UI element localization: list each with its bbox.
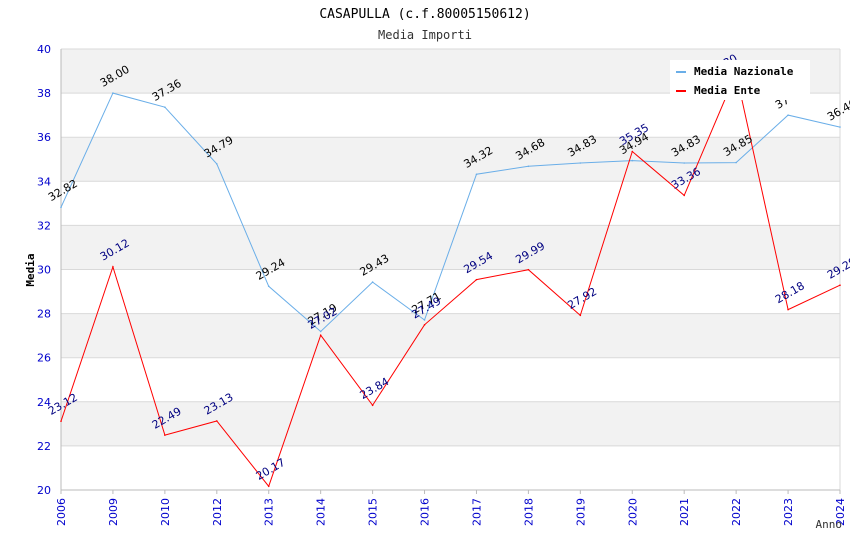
data-point	[839, 126, 841, 128]
x-tick-label: 2014	[315, 498, 328, 526]
data-point	[319, 330, 322, 333]
x-tick-label: 2009	[107, 498, 120, 526]
y-tick-label: 28	[37, 308, 51, 321]
series-layer	[60, 71, 841, 488]
data-point	[787, 114, 789, 116]
legend-label: Media Ente	[694, 84, 761, 97]
x-tick-label: 2006	[55, 498, 68, 526]
data-point	[787, 308, 789, 311]
data-point	[112, 92, 114, 94]
data-point	[579, 314, 582, 317]
y-tick-label: 20	[37, 484, 51, 497]
series-line	[60, 71, 841, 488]
y-tick-label: 36	[37, 131, 51, 144]
x-tick-label: 2023	[782, 498, 795, 526]
data-point	[839, 284, 841, 286]
x-axis: 2006 2009 2010 2012 2013 2014 2015 2016 2017 2018…	[55, 489, 847, 526]
data-point	[527, 165, 530, 168]
y-tick-label: 38	[37, 87, 51, 100]
plot-band	[61, 137, 840, 182]
data-point	[579, 162, 582, 164]
x-tick-label: 2018	[522, 498, 535, 526]
plot-band	[61, 313, 840, 358]
x-tick-label: 2021	[678, 498, 691, 526]
y-tick-label: 26	[37, 352, 51, 365]
plot-band	[61, 269, 840, 314]
data-point	[60, 206, 62, 209]
legend-box	[670, 60, 810, 100]
data-point	[164, 106, 166, 109]
data-point	[60, 420, 62, 423]
y-tick-label: 34	[37, 175, 51, 188]
plot-band	[61, 181, 840, 226]
y-tick-label: 30	[37, 264, 51, 277]
data-point	[423, 319, 426, 321]
x-tick-label: 2024	[834, 498, 847, 526]
chart-title: CASAPULLA (c.f.80005150612)	[319, 7, 530, 22]
x-tick-label: 2016	[419, 498, 432, 526]
x-tick-label: 2019	[574, 498, 587, 526]
data-point	[371, 281, 374, 283]
data-point	[267, 485, 270, 488]
data-point	[527, 268, 530, 271]
data-point	[164, 434, 166, 436]
y-tick-label: 24	[37, 396, 51, 409]
data-point	[683, 194, 685, 197]
data-point	[475, 173, 478, 176]
x-tick-label: 2013	[263, 498, 276, 526]
plot-band	[61, 93, 840, 138]
y-axis-title: Media	[24, 253, 37, 286]
data-point	[683, 162, 685, 164]
data-point	[631, 159, 634, 162]
data-point	[423, 324, 426, 326]
y-tick-label: 22	[37, 440, 51, 453]
x-tick-label: 2017	[470, 498, 483, 526]
x-axis-title: Anno	[816, 518, 843, 531]
x-tick-label: 2012	[211, 498, 224, 526]
x-tick-label: 2020	[626, 498, 639, 526]
chart-legend: Media Nazionale Media Ente	[670, 60, 810, 100]
legend-label: Media Nazionale	[694, 65, 794, 78]
data-point	[371, 404, 374, 407]
y-axis: 20 22 24 26 28 30 32 34 36 38 40	[37, 43, 62, 497]
plot-band	[61, 401, 840, 446]
x-tick-label: 2010	[159, 498, 172, 526]
y-tick-label: 40	[37, 43, 51, 56]
data-point	[216, 163, 218, 165]
x-tick-label: 2022	[730, 498, 743, 526]
data-point	[267, 285, 270, 288]
data-point	[631, 150, 634, 153]
plot-background	[61, 48, 841, 491]
plot-band	[61, 445, 840, 490]
data-point	[475, 278, 478, 281]
plot-band	[61, 357, 840, 402]
chart-subtitle: Media Importi	[378, 28, 472, 42]
series-line	[60, 92, 841, 333]
data-point	[319, 334, 322, 337]
x-tick-label: 2015	[367, 498, 380, 526]
data-point	[112, 266, 114, 268]
data-point	[735, 161, 737, 164]
y-tick-label: 32	[37, 219, 51, 232]
data-point	[216, 420, 218, 422]
